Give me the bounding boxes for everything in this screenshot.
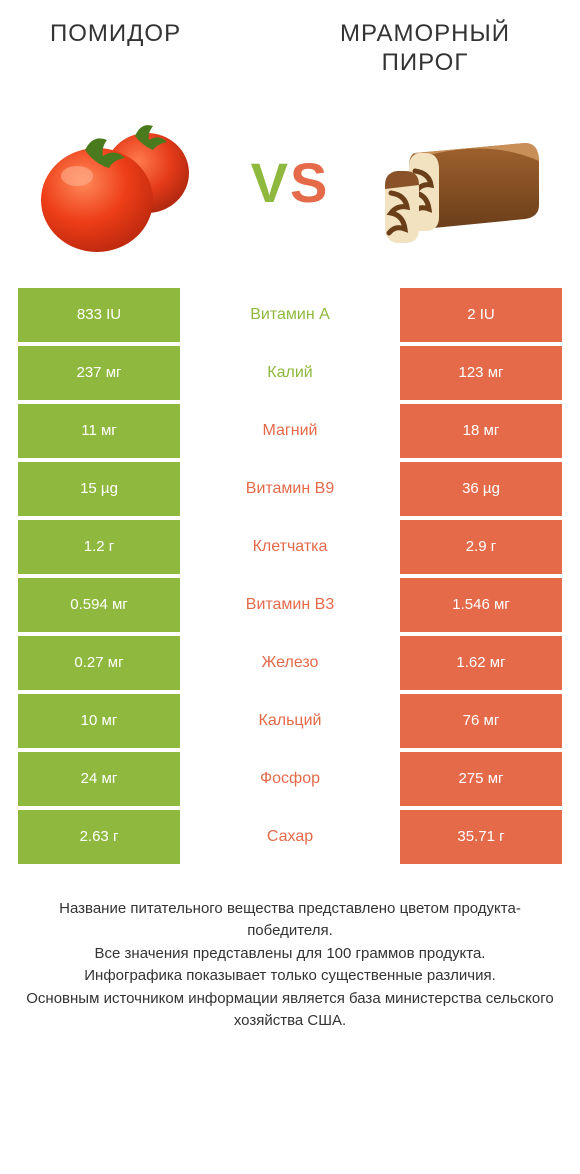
vs-v: V xyxy=(251,151,290,214)
table-row: 15 µgВитамин B936 µg xyxy=(18,462,562,516)
cell-left: 11 мг xyxy=(18,404,180,458)
table-row: 0.594 мгВитамин B31.546 мг xyxy=(18,578,562,632)
cell-left: 2.63 г xyxy=(18,810,180,864)
cell-right: 2.9 г xyxy=(400,520,562,574)
vs-label: VS xyxy=(251,150,330,215)
title-right-text: МРАМОРНЫЙПИРОГ xyxy=(340,20,510,76)
footer-line-1: Название питательного вещества представл… xyxy=(20,898,560,943)
cell-right: 35.71 г xyxy=(400,810,562,864)
cell-label: Фосфор xyxy=(180,752,400,806)
footer: Название питательного вещества представл… xyxy=(0,868,580,1033)
cell-right: 1.62 мг xyxy=(400,636,562,690)
title-left: ПОМИДОР xyxy=(30,20,300,78)
cell-left: 833 IU xyxy=(18,288,180,342)
cell-right: 2 IU xyxy=(400,288,562,342)
cell-label: Кальций xyxy=(180,694,400,748)
cake-image xyxy=(370,103,550,263)
cell-left: 10 мг xyxy=(18,694,180,748)
vs-s: S xyxy=(290,151,329,214)
header: ПОМИДОР МРАМОРНЫЙПИРОГ xyxy=(0,0,580,88)
cell-right: 36 µg xyxy=(400,462,562,516)
cell-right: 275 мг xyxy=(400,752,562,806)
cell-label: Витамин B9 xyxy=(180,462,400,516)
cell-label: Сахар xyxy=(180,810,400,864)
cell-right: 18 мг xyxy=(400,404,562,458)
cell-left: 237 мг xyxy=(18,346,180,400)
table-row: 10 мгКальций76 мг xyxy=(18,694,562,748)
cell-left: 0.27 мг xyxy=(18,636,180,690)
cell-left: 0.594 мг xyxy=(18,578,180,632)
comparison-table: 833 IUВитамин A2 IU237 мгКалий123 мг11 м… xyxy=(0,288,580,864)
table-row: 24 мгФосфор275 мг xyxy=(18,752,562,806)
cell-left: 15 µg xyxy=(18,462,180,516)
table-row: 1.2 гКлетчатка2.9 г xyxy=(18,520,562,574)
cell-right: 123 мг xyxy=(400,346,562,400)
table-row: 2.63 гСахар35.71 г xyxy=(18,810,562,864)
cell-label: Калий xyxy=(180,346,400,400)
cell-label: Витамин A xyxy=(180,288,400,342)
table-row: 833 IUВитамин A2 IU xyxy=(18,288,562,342)
table-row: 11 мгМагний18 мг xyxy=(18,404,562,458)
footer-line-2: Все значения представлены для 100 граммо… xyxy=(20,943,560,966)
cell-left: 1.2 г xyxy=(18,520,180,574)
cell-label: Магний xyxy=(180,404,400,458)
cell-label: Клетчатка xyxy=(180,520,400,574)
cell-right: 1.546 мг xyxy=(400,578,562,632)
images-row: VS xyxy=(0,88,580,288)
cell-label: Железо xyxy=(180,636,400,690)
table-row: 237 мгКалий123 мг xyxy=(18,346,562,400)
title-right: МРАМОРНЫЙПИРОГ xyxy=(300,20,550,78)
table-row: 0.27 мгЖелезо1.62 мг xyxy=(18,636,562,690)
cell-right: 76 мг xyxy=(400,694,562,748)
footer-line-3: Инфографика показывает только существенн… xyxy=(20,965,560,988)
tomato-image xyxy=(30,103,210,263)
cell-label: Витамин B3 xyxy=(180,578,400,632)
cell-left: 24 мг xyxy=(18,752,180,806)
footer-line-4: Основным источником информации является … xyxy=(20,988,560,1033)
